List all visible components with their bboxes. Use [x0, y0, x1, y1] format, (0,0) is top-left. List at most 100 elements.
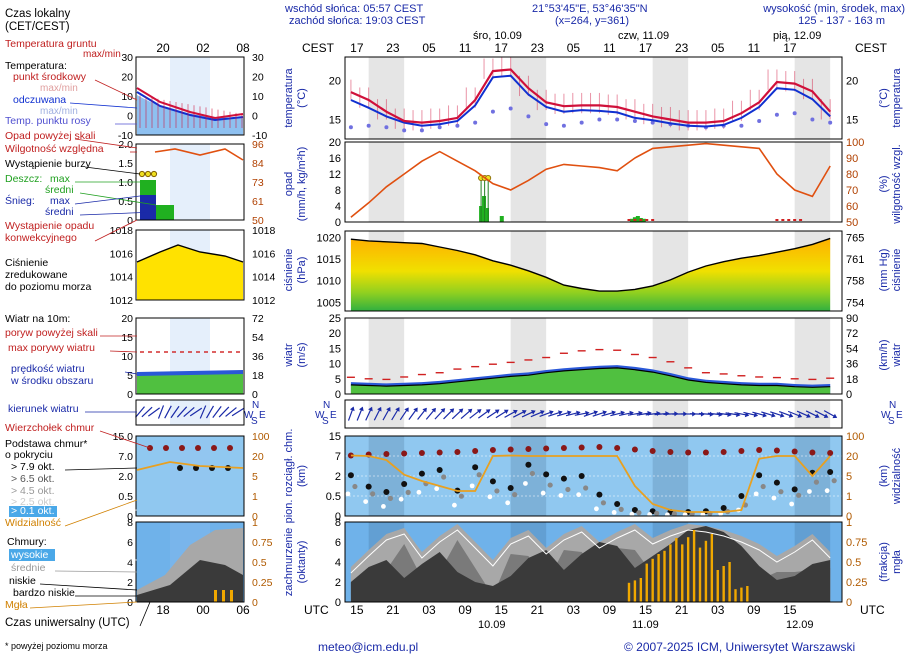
- mini-cloud-top: [179, 445, 185, 451]
- legend-item-45: Czas uniwersalny (UTC): [5, 617, 130, 629]
- wind-arrow-head: [413, 407, 418, 413]
- temp-yaxis-right-tick-0: 15: [846, 114, 858, 126]
- footer-email[interactable]: meteo@icm.edu.pl: [318, 640, 418, 654]
- cloud-base-dot: [383, 489, 390, 495]
- svg-text:E: E: [259, 410, 266, 421]
- dew-point-dot: [650, 120, 655, 125]
- wind-yaxis-left-tick-2: 10: [329, 359, 341, 371]
- precip-yaxis-left-tick-3: 12: [329, 169, 341, 181]
- footnote: * powyżej poziomu morza: [5, 641, 108, 651]
- cloud-base-dot-low: [576, 492, 582, 498]
- mini-wind-arrow: [189, 407, 203, 417]
- cloud-base-dot-mid: [370, 491, 376, 497]
- cloud-top-dot: [809, 449, 816, 456]
- utc-tick-6: 03: [567, 603, 581, 617]
- cloud-yaxis-left: 0 0.5 2 7 15: [326, 431, 341, 523]
- svg-text:S: S: [888, 416, 895, 427]
- cloud-base-dot: [347, 472, 354, 479]
- legend-item-1: (CET/CEST): [5, 21, 70, 33]
- mini-prec-left-4: 0: [127, 215, 133, 227]
- dew-point-dot: [473, 120, 478, 125]
- legend-item-26: max porywy wiatru: [8, 342, 95, 354]
- mini-wind-left-2: 10: [121, 351, 133, 363]
- cloud-base-dot: [489, 478, 496, 485]
- wind-arrow-head: [832, 413, 838, 419]
- wind-arrow-head: [485, 409, 491, 414]
- mini-prec-right-2: 73: [252, 177, 264, 189]
- wind-arrow-head: [440, 408, 446, 413]
- dew-point-dot: [437, 125, 442, 130]
- legend-item-43: bardzo niskie: [13, 587, 75, 599]
- pressure-yaxis-right-tick-2: 761: [846, 254, 864, 266]
- legend-item-14: max: [50, 173, 71, 185]
- mini-arrow-shaft: [231, 407, 245, 417]
- day-bottom-1: 11.09: [632, 619, 659, 631]
- pressure-yaxis-right-tick-0: 754: [846, 297, 864, 309]
- cloud-base-dot-low: [381, 504, 386, 509]
- wind-arrow-head: [540, 410, 545, 415]
- wind-yaxis-right: 0 18 36 54 72 90: [846, 313, 858, 401]
- mini-local-tick-0: 20: [156, 41, 170, 55]
- cloud-ylabel-1: pion. rozciągł. chm.: [283, 429, 295, 524]
- mini-prec-left-3: 0.5: [118, 196, 133, 208]
- cloud-top-dot: [614, 445, 621, 451]
- cloud-base-dot-low: [611, 510, 617, 515]
- legend-item-24: Wiatr na 10m:: [5, 313, 70, 325]
- mini-temp-left-3: 0: [127, 111, 133, 123]
- cloud-top-dot: [631, 446, 638, 453]
- cloud-base-dot-mid: [813, 479, 820, 485]
- wind-arrow-head: [377, 406, 382, 412]
- mini-wind-left-0: 20: [121, 313, 133, 325]
- dew-point-dot: [615, 117, 620, 122]
- cest-tick-3: 11: [459, 41, 472, 55]
- utc-tick-7: 09: [603, 603, 617, 617]
- fog-bar: [633, 580, 637, 602]
- mini-wind-arrow: [176, 406, 188, 418]
- compass-left: NW ES: [315, 400, 337, 427]
- cloud-ylabel-2: (km): [296, 465, 308, 487]
- cloud-base-dot-low: [771, 495, 777, 501]
- utc-tick-1: 21: [386, 603, 400, 617]
- wind-arrow-head: [467, 408, 473, 414]
- legend-item-9: Temp. punktu rosy: [5, 115, 92, 127]
- svg-text:S: S: [322, 416, 329, 427]
- fog-bar: [734, 589, 737, 602]
- precip-yaxis-left-tick-5: 20: [329, 137, 341, 149]
- fog-bar: [645, 563, 648, 602]
- mini-frame-dir: [135, 399, 245, 426]
- wind-yaxis-right-tick-4: 72: [846, 328, 858, 340]
- legend-item-11: Wilgotność względna: [5, 143, 104, 155]
- legend-item-36: > 2.5 okt.: [11, 496, 55, 508]
- svg-text:N: N: [323, 400, 330, 411]
- svg-text:E: E: [896, 410, 903, 421]
- dew-point-dot: [366, 123, 371, 128]
- mini-wind-arrow: [231, 407, 245, 417]
- cover-yaxis-left-tick-0: 0: [335, 597, 341, 609]
- wind-arrow-head: [806, 413, 811, 418]
- mini-arrow-shaft: [199, 405, 207, 419]
- wind-arrow: [399, 407, 409, 421]
- cloud-base-dot-mid: [654, 510, 660, 516]
- wind-speed-area: [350, 367, 831, 394]
- wind-arrow: [382, 407, 391, 421]
- mini-temp-right-4: -10: [252, 130, 267, 142]
- utc-label-right: UTC: [860, 603, 885, 617]
- mini-pres-left-3: 1012: [110, 295, 134, 307]
- legend-item-20: konwekcyjnego: [5, 232, 77, 244]
- wind-arrow: [365, 406, 373, 421]
- day-bottom-0: 10.09: [478, 619, 506, 631]
- panel-frame-cover: [344, 521, 843, 603]
- cloud-base-dot: [720, 505, 727, 511]
- cloud-top-dot: [543, 445, 550, 452]
- mini-cloud-left-3: 0.5: [118, 491, 133, 503]
- elevation-label: wysokość (min, środek, max): [762, 3, 905, 15]
- wind-arrow-head: [395, 407, 400, 412]
- svg-text:E: E: [330, 410, 337, 421]
- mini-local-tick-1: 02: [196, 41, 210, 55]
- wind-arrow: [356, 406, 364, 421]
- mini-pressure-line: [136, 244, 244, 263]
- wind-arrow-head: [530, 410, 536, 415]
- svg-text:W: W: [315, 410, 325, 421]
- cloud-base-dot-mid: [352, 483, 358, 490]
- dew-point-dot: [774, 112, 779, 117]
